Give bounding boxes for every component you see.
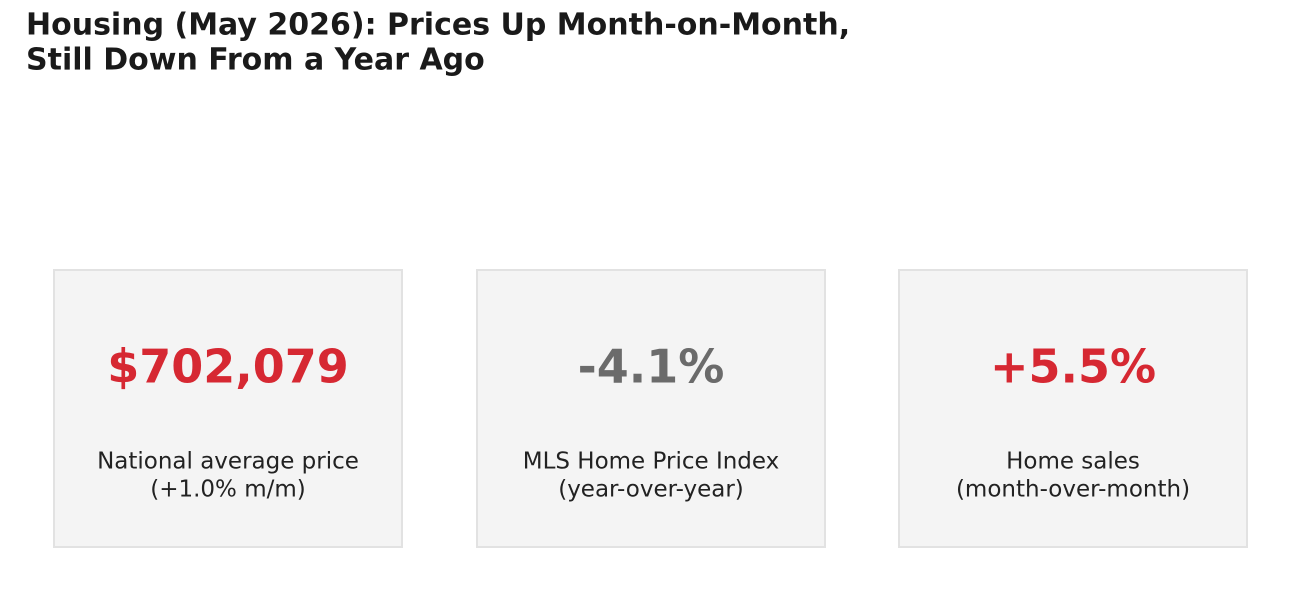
kpi-label: (+1.0% m/m) xyxy=(150,477,306,503)
kpi-value: +5.5% xyxy=(990,340,1156,394)
kpi-card xyxy=(53,269,403,548)
kpi-label: MLS Home Price Index xyxy=(523,449,780,475)
kpi-card xyxy=(898,269,1248,548)
kpi-label: National average price xyxy=(97,449,359,475)
title-line: Housing (May 2026): Prices Up Month-on-M… xyxy=(26,8,850,43)
kpi-label: (year-over-year) xyxy=(558,477,744,503)
kpi-value: $702,079 xyxy=(107,340,349,394)
title-line: Still Down From a Year Ago xyxy=(26,43,485,78)
kpi-card xyxy=(476,269,826,548)
kpi-label: (month-over-month) xyxy=(956,477,1190,503)
kpi-label: Home sales xyxy=(1006,449,1140,475)
kpi-value: -4.1% xyxy=(578,340,725,394)
